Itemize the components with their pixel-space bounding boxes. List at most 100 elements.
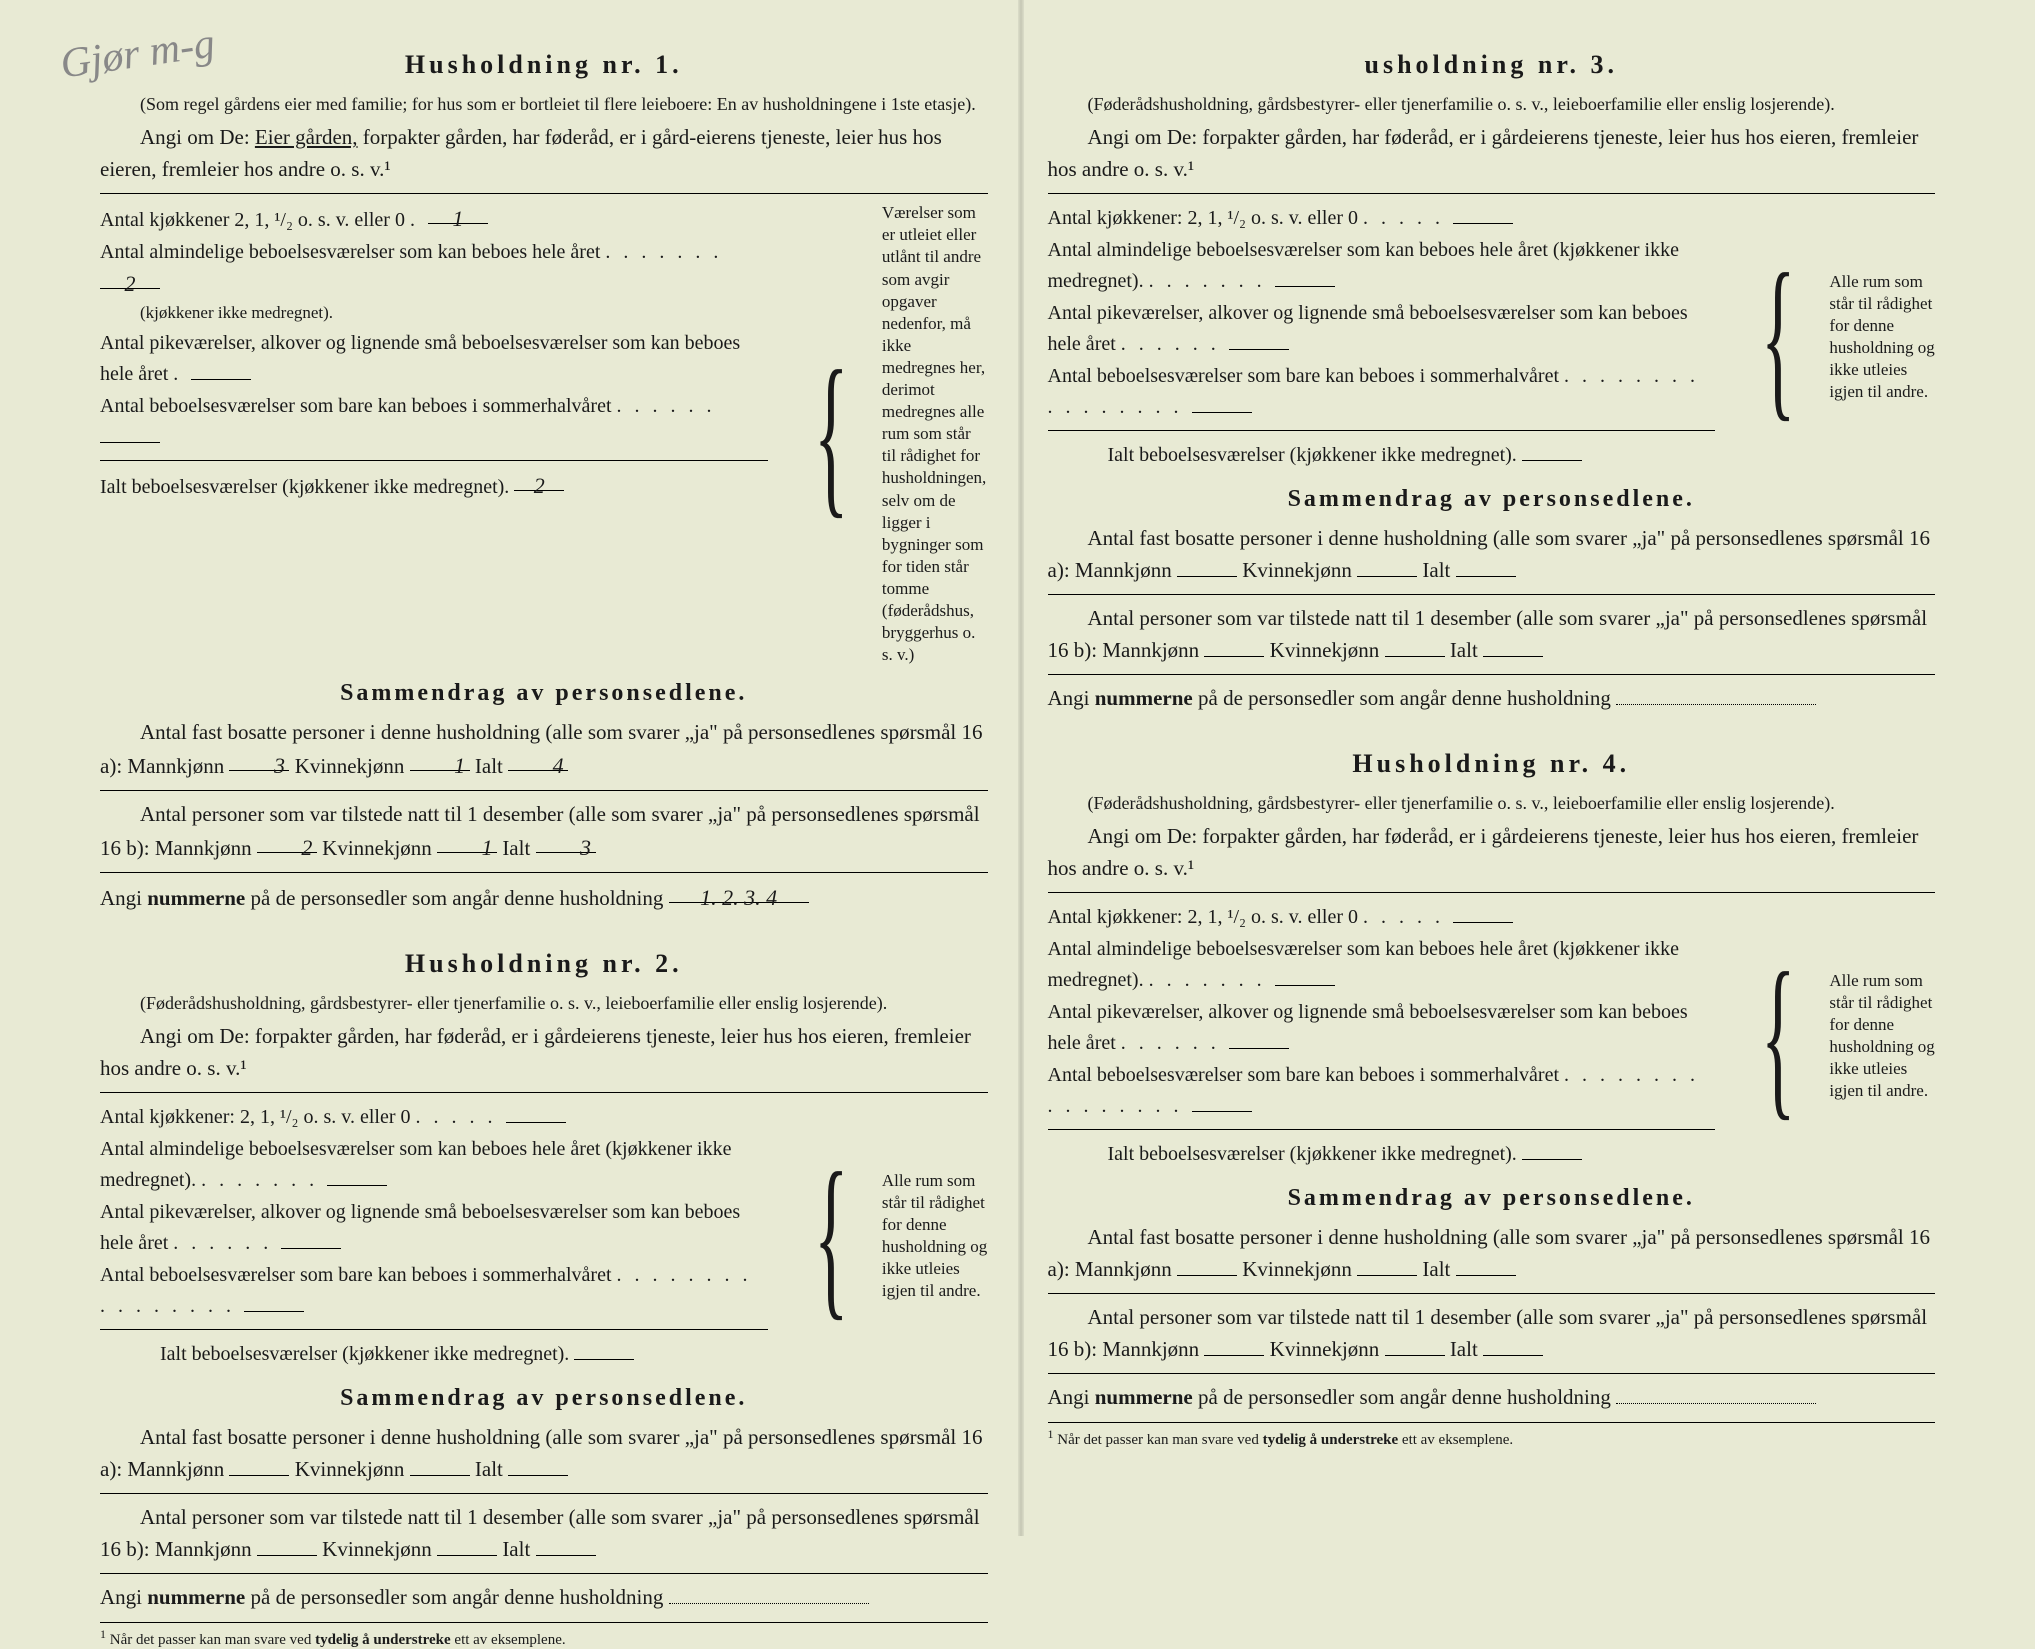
value-k: [1357, 1254, 1417, 1276]
allyear-row: Antal almindelige beboelsesværelser som …: [100, 237, 768, 326]
numbers-value: 1. 2. 3. 4: [669, 881, 809, 903]
rule: [1048, 1129, 1716, 1130]
dots: . . . . . .: [1121, 1032, 1229, 1054]
dots: . . . . . .: [173, 1232, 281, 1254]
value: [1616, 683, 1816, 705]
hh3-fast-row: Antal fast bosatte personer i denne hush…: [1048, 523, 1936, 586]
total-value: 2: [514, 469, 564, 491]
value: [574, 1338, 634, 1360]
value: [1453, 901, 1513, 923]
household-4: Husholdning nr. 4. (Føderådshusholdning,…: [1048, 749, 1936, 1449]
label: Ialt beboelsesværelser (kjøkkener ikke m…: [1108, 1143, 1517, 1165]
angi-underline: Eier gården,: [255, 125, 358, 149]
summer-row: Antal beboelsesværelser som bare kan beb…: [1048, 361, 1716, 422]
dots: .: [410, 209, 428, 231]
maids-row: Antal pikeværelser, alkover og lignende …: [1048, 298, 1716, 359]
hh3-angi: Angi om De: forpakter gården, har føderå…: [1048, 122, 1936, 185]
rule: [100, 872, 988, 873]
label: Antal almindelige beboelsesværelser som …: [1048, 938, 1679, 991]
rule: [1048, 892, 1936, 893]
kjokken-row: Antal kjøkkener: 2, 1, ¹/₂ o. s. v. elle…: [1048, 202, 1716, 233]
total-label: Ialt beboelsesværelser (kjøkkener ikke m…: [100, 476, 509, 498]
rule: [100, 1573, 988, 1574]
kvinne-label: Kvinnekjønn: [322, 1537, 432, 1561]
hh4-summary-title: Sammendrag av personsedlene.: [1048, 1185, 1936, 1212]
ialt-label: Ialt: [475, 754, 503, 778]
fast-k: 1: [410, 749, 470, 771]
label: Antal beboelsesværelser som bare kan beb…: [1048, 365, 1560, 387]
value-m: [1177, 555, 1237, 577]
hh4-title: Husholdning nr. 4.: [1048, 749, 1936, 779]
value: [1522, 439, 1582, 461]
kjokken-value: 1: [428, 202, 488, 224]
footnote-right: 1 Når det passer kan man svare ved tydel…: [1048, 1422, 1936, 1449]
dots: . . . . . . .: [605, 241, 722, 263]
kjokken-row: Antal kjøkkener: 2, 1, ¹/₂ o. s. v. elle…: [100, 1101, 768, 1132]
hh3-numbers-row: Angi nummerne på de personsedler som ang…: [1048, 683, 1936, 715]
household-1: Husholdning nr. 1. (Som regel gårdens ei…: [100, 50, 988, 919]
rooms-left: Antal kjøkkener: 2, 1, ¹/₂ o. s. v. elle…: [1048, 901, 1716, 1171]
hh3-rooms-block: Antal kjøkkener: 2, 1, ¹/₂ o. s. v. elle…: [1048, 202, 1936, 472]
value: [506, 1101, 566, 1123]
maids-row: Antal pikeværelser, alkover og lignende …: [100, 1197, 768, 1258]
kvinne-label: Kvinnekjønn: [295, 1457, 405, 1481]
total-row: Ialt beboelsesværelser (kjøkkener ikke m…: [100, 469, 768, 502]
value-ialt: [536, 1534, 596, 1556]
brace-icon: {: [1761, 265, 1796, 409]
hh1-natt-row: Antal personer som var tilstede natt til…: [100, 799, 988, 864]
side-note-text: Værelser som er utleiet eller utlånt til…: [882, 202, 988, 666]
numbers-label: Angi nummerne på de personsedler som ang…: [100, 886, 663, 910]
hh2-angi: Angi om De: forpakter gården, har føderå…: [100, 1021, 988, 1084]
rule: [100, 1493, 988, 1494]
kvinne-label: Kvinnekjønn: [1242, 1257, 1352, 1281]
rule: [1048, 430, 1716, 431]
kvinne-label: Kvinnekjønn: [1270, 638, 1380, 662]
maids-row: Antal pikeværelser, alkover og lignende …: [100, 328, 768, 389]
allyear-row: Antal almindelige beboelsesværelser som …: [100, 1134, 768, 1195]
natt-m: 2: [257, 831, 317, 853]
hh1-angi: Angi om De: Eier gården, forpakter gårde…: [100, 122, 988, 185]
left-page: Husholdning nr. 1. (Som regel gårdens ei…: [100, 50, 988, 1486]
label: Ialt beboelsesværelser (kjøkkener ikke m…: [1108, 444, 1517, 466]
summer-row: Antal beboelsesværelser som bare kan beb…: [100, 391, 768, 452]
allyear-row: Antal almindelige beboelsesværelser som …: [1048, 235, 1716, 296]
value-m: [1204, 1334, 1264, 1356]
numbers-label: Angi nummerne på de personsedler som ang…: [100, 1585, 663, 1609]
allyear-label: Antal almindelige beboelsesværelser som …: [100, 241, 600, 263]
rule: [100, 790, 988, 791]
value: [1229, 328, 1289, 350]
dots: . . . . .: [416, 1106, 506, 1128]
value: [1192, 391, 1252, 413]
numbers-label: Angi nummerne på de personsedler som ang…: [1048, 686, 1611, 710]
value-ialt: [1483, 1334, 1543, 1356]
label: Antal kjøkkener: 2, 1, ¹/₂ o. s. v. elle…: [1048, 207, 1359, 229]
label: Antal beboelsesværelser som bare kan beb…: [1048, 1064, 1560, 1086]
label: Antal almindelige beboelsesværelser som …: [100, 1138, 731, 1191]
kvinne-label: Kvinnekjønn: [1270, 1337, 1380, 1361]
label: Antal beboelsesværelser som bare kan beb…: [100, 1264, 612, 1286]
footnote-text: 1 Når det passer kan man svare ved tydel…: [1048, 1432, 1514, 1448]
household-2: Husholdning nr. 2. (Føderådshusholdning,…: [100, 949, 988, 1649]
ialt-label: Ialt: [502, 1537, 530, 1561]
rooms-side-note-2: { Alle rum som står til rådighet for den…: [788, 1101, 988, 1371]
hh4-intro: (Føderådshusholdning, gårdsbestyrer- ell…: [1048, 791, 1936, 815]
dots: . . . . . . .: [1149, 270, 1275, 292]
hh2-title: Husholdning nr. 2.: [100, 949, 988, 979]
natt-ialt: 3: [536, 831, 596, 853]
value-k: [1385, 1334, 1445, 1356]
value: [1616, 1382, 1816, 1404]
kvinne-label: Kvinnekjønn: [295, 754, 405, 778]
hh4-numbers-row: Angi nummerne på de personsedler som ang…: [1048, 1382, 1936, 1414]
kvinne-label: Kvinnekjønn: [322, 836, 432, 860]
angi-prefix: Angi om De:: [140, 125, 250, 149]
side-note-text: Alle rum som står til rådighet for denne…: [882, 1170, 988, 1303]
dots: . . . . . . .: [1149, 969, 1275, 991]
value: [1192, 1090, 1252, 1112]
summer-value: [100, 421, 160, 443]
rule: [100, 193, 988, 194]
total-row: Ialt beboelsesværelser (kjøkkener ikke m…: [1048, 439, 1716, 470]
hh1-summary-title: Sammendrag av personsedlene.: [100, 680, 988, 707]
fast-m: 3: [229, 749, 289, 771]
rule: [100, 1329, 768, 1330]
value-m: [1204, 635, 1264, 657]
